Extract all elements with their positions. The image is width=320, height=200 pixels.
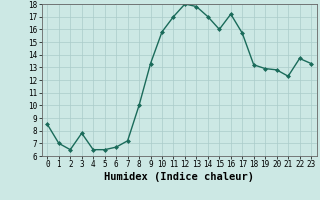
- X-axis label: Humidex (Indice chaleur): Humidex (Indice chaleur): [104, 172, 254, 182]
